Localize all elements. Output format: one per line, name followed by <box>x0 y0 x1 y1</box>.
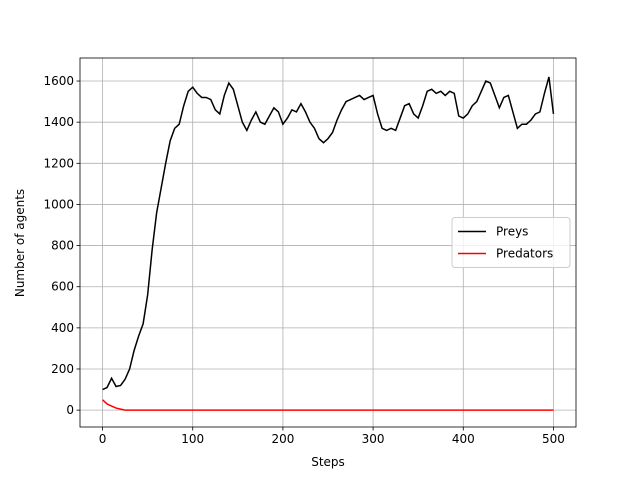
x-tick-label: 400 <box>452 432 475 446</box>
y-tick-label: 1400 <box>43 115 74 129</box>
line-series <box>102 76 555 391</box>
y-tick-label: 1000 <box>43 197 74 211</box>
legend: Preys Predators <box>451 217 571 268</box>
x-tick-label: 500 <box>542 432 565 446</box>
legend-label: Predators <box>496 247 553 261</box>
y-tick-label: 600 <box>51 280 74 294</box>
x-tick-label: 300 <box>362 432 385 446</box>
x-tick-label: 200 <box>271 432 294 446</box>
y-tick-label: 1600 <box>43 74 74 88</box>
x-tick-label: 100 <box>181 432 204 446</box>
x-axis-label: Steps <box>311 455 345 469</box>
y-axis-label: Number of agents <box>13 189 27 297</box>
y-tick-label: 1200 <box>43 156 74 170</box>
y-tick-label: 800 <box>51 239 74 253</box>
line-series <box>102 399 554 411</box>
y-tick-label: 0 <box>66 403 74 417</box>
plot-frame <box>79 57 577 428</box>
x-tick-label: 0 <box>99 432 107 446</box>
legend-box <box>451 217 571 268</box>
y-tick-label: 400 <box>51 321 74 335</box>
legend-label: Preys <box>496 225 528 239</box>
y-tick-label: 200 <box>51 362 74 376</box>
